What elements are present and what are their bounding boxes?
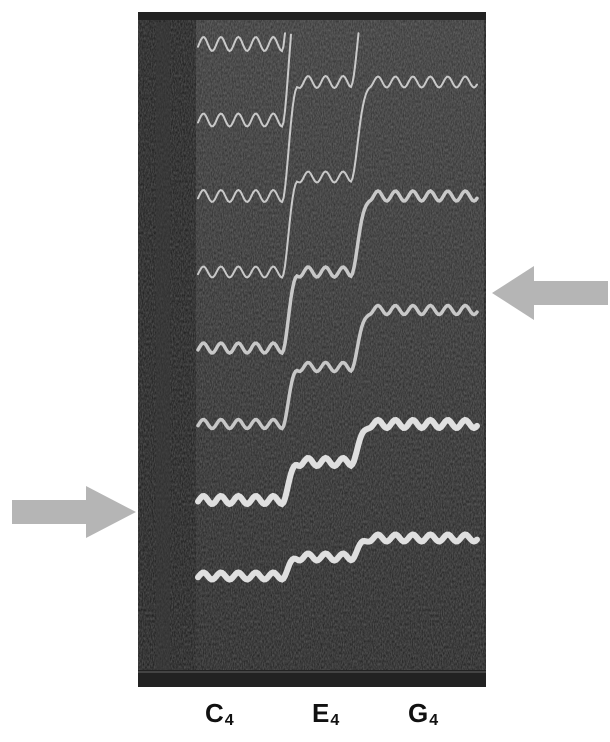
spectrogram bbox=[138, 12, 486, 687]
note-label-g4: G4 bbox=[408, 698, 439, 729]
arrow-left-pointing-icon bbox=[492, 266, 608, 320]
arrow-right-pointing-icon bbox=[12, 486, 136, 538]
harmonic-6 bbox=[197, 32, 360, 204]
left-noise-band bbox=[156, 22, 170, 672]
top-bar bbox=[138, 12, 486, 20]
harmonic-1 bbox=[195, 531, 480, 583]
harmonic-7 bbox=[197, 33, 292, 128]
harmonic-3 bbox=[196, 303, 479, 431]
note-label-c4: C4 bbox=[205, 698, 234, 729]
arrow-shape bbox=[12, 486, 136, 538]
harmonic-5 bbox=[197, 75, 478, 279]
bottom-bar bbox=[138, 670, 486, 687]
noise-texture bbox=[138, 12, 486, 687]
harmonic-2 bbox=[195, 416, 480, 508]
note-label-e4: E4 bbox=[312, 698, 340, 729]
harmonic-traces bbox=[195, 32, 480, 583]
arrow-shape bbox=[492, 266, 608, 320]
harmonic-4 bbox=[196, 189, 479, 356]
harmonic-8 bbox=[197, 32, 286, 53]
